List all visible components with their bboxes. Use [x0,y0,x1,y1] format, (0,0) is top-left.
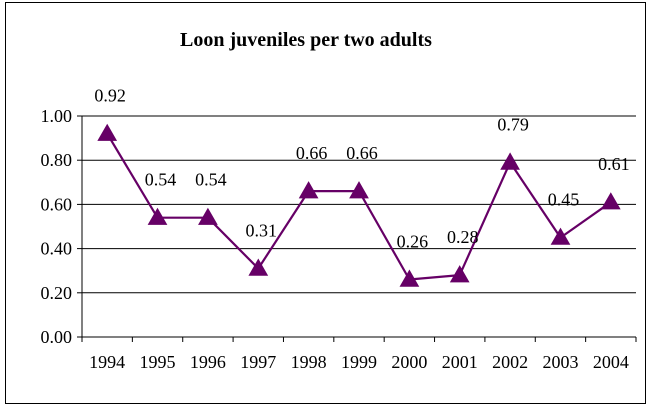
data-label: 0.79 [497,114,529,134]
triangle-marker [248,258,269,276]
series-markers [97,123,621,287]
chart-frame: Loon juveniles per two adults 0.00 0.20 0.… [5,2,646,404]
triangle-marker [298,181,319,199]
y-tick-label: 0.40 [41,239,73,259]
x-tick-label: 1999 [341,352,377,372]
data-label: 0.54 [145,170,177,190]
data-label: 0.31 [246,220,278,240]
line-chart: Loon juveniles per two adults 0.000.200.… [41,29,637,372]
x-tick-label: 1994 [89,352,125,372]
triangle-marker [500,152,520,170]
x-tick-label: 2002 [492,352,528,372]
x-axis-tick-labels: 1994 1995 1996 1997 1998 1999 2000 2001 2002 2003… [89,352,629,372]
y-tick-label: 0.80 [41,150,73,170]
y-axis-tick-labels: 0.00 0.20 0.40 0.60 0.80 1.00 [41,106,73,347]
x-tick-label: 2003 [542,352,578,372]
triangle-marker [97,123,118,141]
y-tick-label: 0.60 [41,194,73,214]
y-tick-label: 0.00 [41,327,73,347]
x-tick-label: 2004 [593,352,629,372]
gridlines [82,115,636,294]
y-tick-label: 0.20 [41,283,73,303]
x-tick-label: 1996 [190,352,226,372]
data-label: 0.92 [94,86,126,106]
x-tick-label: 1998 [291,352,327,372]
x-tick-label: 1997 [240,352,276,372]
triangle-marker [349,181,369,199]
x-tick-label: 1995 [140,352,176,372]
data-label: 0.45 [548,190,580,210]
data-labels: 0.92 0.54 0.54 0.31 0.66 0.66 0.26 0.28 0.79 0.45… [94,86,629,252]
data-label: 0.66 [296,143,328,163]
triangle-marker [147,207,168,225]
triangle-marker [449,265,470,283]
chart-title: Loon juveniles per two adults [180,29,432,51]
axes [77,115,637,342]
x-tick-label: 2000 [391,352,427,372]
data-label: 0.26 [397,232,429,252]
data-label: 0.28 [447,227,479,247]
triangle-marker [600,192,621,210]
triangle-marker [550,227,571,245]
y-tick-label: 1.00 [41,106,73,126]
triangle-marker [198,207,218,225]
data-label: 0.54 [195,170,227,190]
triangle-marker [399,269,420,287]
data-label: 0.61 [598,154,630,174]
data-label: 0.66 [346,143,378,163]
x-tick-label: 2001 [442,352,478,372]
